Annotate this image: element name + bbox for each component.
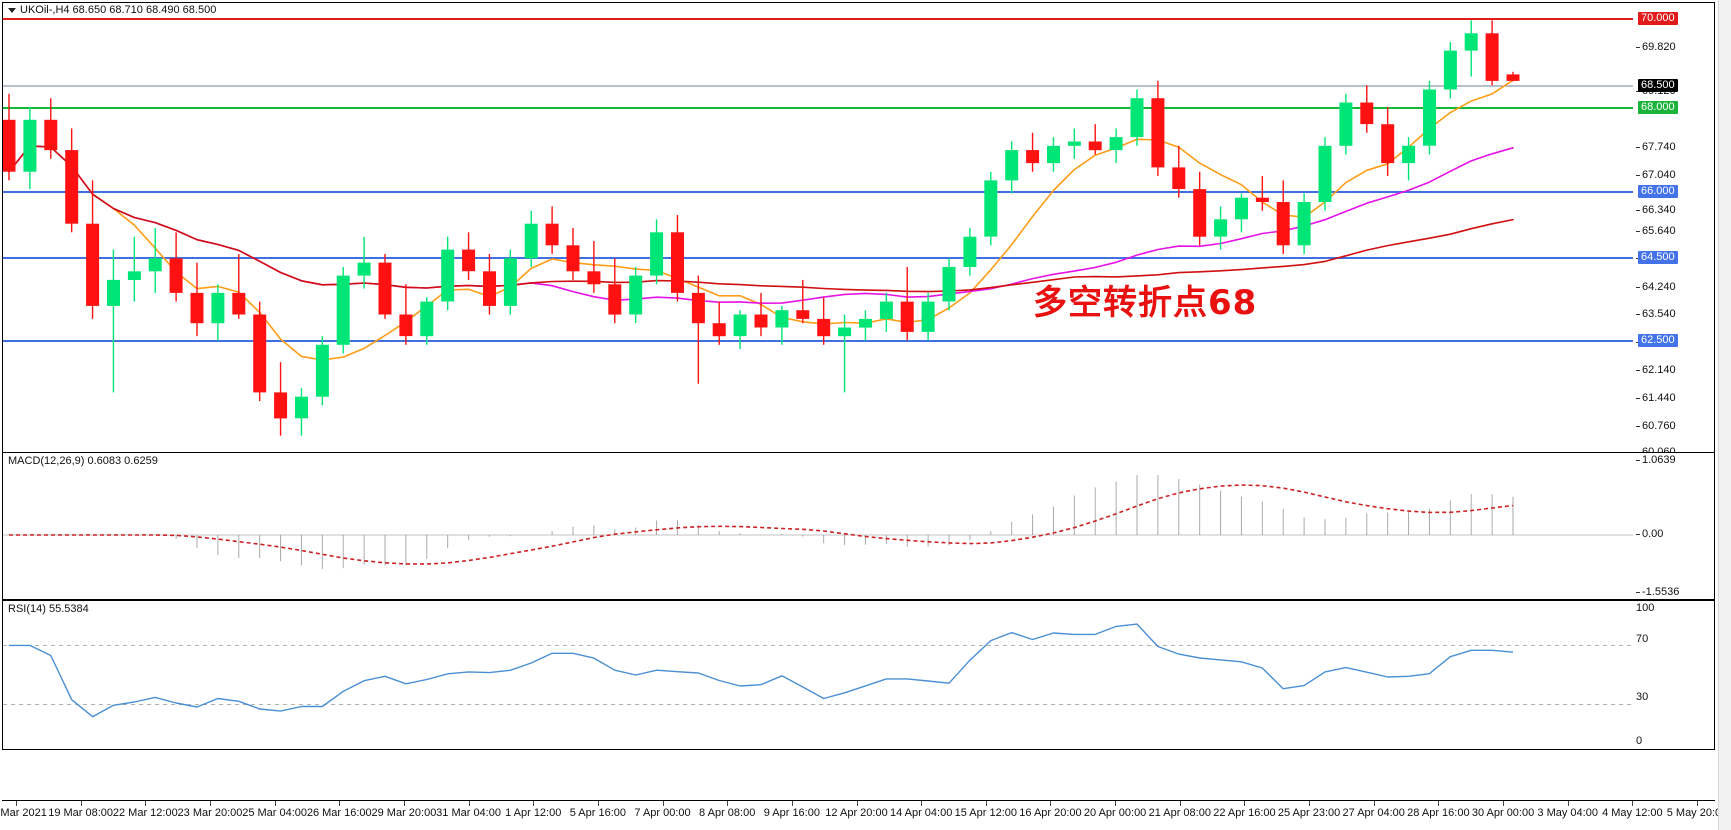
time-tick [209,801,211,806]
price-level-badge[interactable]: 68.000 [1638,101,1678,114]
price-level-badge[interactable]: 68.500 [1638,79,1678,92]
time-tick [727,801,729,806]
time-axis-label: 30 Apr 00:00 [1471,807,1535,819]
price-chart-panel[interactable] [2,2,1715,454]
macd-axis: 1.0639 0.00 -1.5536 [1636,452,1726,600]
macd-panel[interactable] [2,452,1715,600]
symbol-ohlc-text: UKOil-,H4 68.650 68.710 68.490 68.500 [20,4,217,16]
time-tick [1503,801,1505,806]
price-tick-label: 60.760 [1636,421,1676,432]
time-tick [403,801,405,806]
time-tick [80,801,82,806]
macd-tick-label: -1.5536 [1636,587,1679,598]
time-tick [1115,801,1117,806]
time-tick [1309,801,1311,806]
macd-tick-label: 1.0639 [1636,455,1676,466]
price-level-badge[interactable]: 70.000 [1638,12,1678,25]
time-axis-label: 20 Apr 00:00 [1083,807,1147,819]
rsi-tick-label: 70 [1636,633,1649,645]
time-axis-label: 22 Apr 16:00 [1213,807,1276,819]
price-tick-label: 62.140 [1636,365,1676,376]
time-axis-label: 19 Mar 08:00 [48,807,114,819]
macd-plot-area[interactable] [3,453,1714,599]
time-axis-label: 22 Mar 12:00 [112,807,178,819]
time-axis-label: 5 May 20:00 [1666,807,1728,819]
price-tick-label: 67.040 [1636,170,1676,181]
time-axis-label: 25 Mar 04:00 [242,807,308,819]
macd-caption[interactable]: MACD(12,26,9) 0.6083 0.6259 [8,455,158,467]
rsi-axis: 100 70 30 0 [1636,600,1726,750]
price-level-badge[interactable]: 64.500 [1638,251,1678,264]
time-tick [533,801,535,806]
time-axis-label: 25 Apr 23:00 [1277,807,1341,819]
symbol-caption[interactable]: UKOil-,H4 68.650 68.710 68.490 68.500 [8,4,216,16]
price-tick-label: 63.540 [1636,309,1676,320]
vertical-scrollbar[interactable] [1718,0,1731,830]
time-tick [145,801,147,806]
time-axis-label: 15 Apr 12:00 [954,807,1017,819]
time-tick [1438,801,1440,806]
rsi-tick-label: 100 [1636,602,1655,614]
time-axis-label: 21 Apr 08:00 [1148,807,1211,819]
time-axis-label: 26 Mar 16:00 [306,807,372,819]
rsi-svg [3,623,1633,718]
price-tick-label: 61.440 [1636,393,1676,404]
time-tick [1697,801,1698,806]
time-tick [274,801,276,806]
time-axis-label: 27 Apr 04:00 [1342,807,1405,819]
macd-tick-label: 0.00 [1636,529,1663,540]
time-axis-label: 8 Apr 08:00 [699,807,756,819]
time-tick [985,801,987,806]
rsi-tick-label: 30 [1636,691,1649,703]
time-tick [1567,801,1569,806]
price-level-badge[interactable]: 66.000 [1638,185,1678,198]
time-axis-label: 5 Apr 16:00 [569,807,627,819]
time-tick [597,801,599,806]
rsi-panel[interactable] [2,600,1715,750]
time-tick [662,801,664,806]
time-axis-label: 28 Apr 16:00 [1407,807,1470,819]
time-axis-label: 7 Apr 00:00 [634,807,691,819]
time-axis-label: 1 Apr 12:00 [505,807,562,819]
time-axis-label: 18 Mar 2021 [0,807,47,819]
time-tick [339,801,341,806]
time-tick [921,801,923,806]
time-tick [1244,801,1246,806]
price-tick-label: 65.640 [1636,226,1676,237]
time-axis-label: 29 Mar 20:00 [371,807,437,819]
time-tick [791,801,793,806]
price-level-badge[interactable]: 62.500 [1638,334,1678,347]
chevron-down-icon[interactable] [8,7,16,13]
time-axis-label: 16 Apr 20:00 [1019,807,1082,819]
price-tick-label: 64.240 [1636,282,1676,293]
time-axis-label: 31 Mar 04:00 [436,807,501,819]
time-tick [856,801,858,806]
time-axis-label: 9 Apr 16:00 [763,807,820,819]
time-tick [1179,801,1181,806]
price-candlestick-svg [3,18,1633,436]
price-tick-label: 69.820 [1636,42,1676,53]
price-tick-label: 66.340 [1636,205,1676,216]
time-axis-label: 14 Apr 04:00 [889,807,953,819]
price-tick-label: 67.740 [1636,142,1676,153]
annotation-text: 多空转折点68 [1033,283,1258,323]
time-axis-label: 4 May 12:00 [1602,807,1663,819]
time-tick [1050,801,1052,806]
rsi-tick-label: 0 [1636,735,1643,747]
price-plot-area[interactable] [3,3,1714,453]
time-axis-label: 3 May 04:00 [1537,807,1598,819]
time-tick [468,801,470,806]
time-tick [1373,801,1375,806]
time-axis-label: 23 Mar 20:00 [177,807,243,819]
rsi-caption[interactable]: RSI(14) 55.5384 [8,603,89,615]
time-tick [16,801,17,806]
rsi-plot-area[interactable] [3,601,1714,749]
price-axis: 69.82069.12067.74067.04066.34065.64064.9… [1636,2,1726,458]
time-axis-label: 12 Apr 20:00 [825,807,888,819]
macd-svg [3,475,1633,570]
time-tick [1632,801,1634,806]
